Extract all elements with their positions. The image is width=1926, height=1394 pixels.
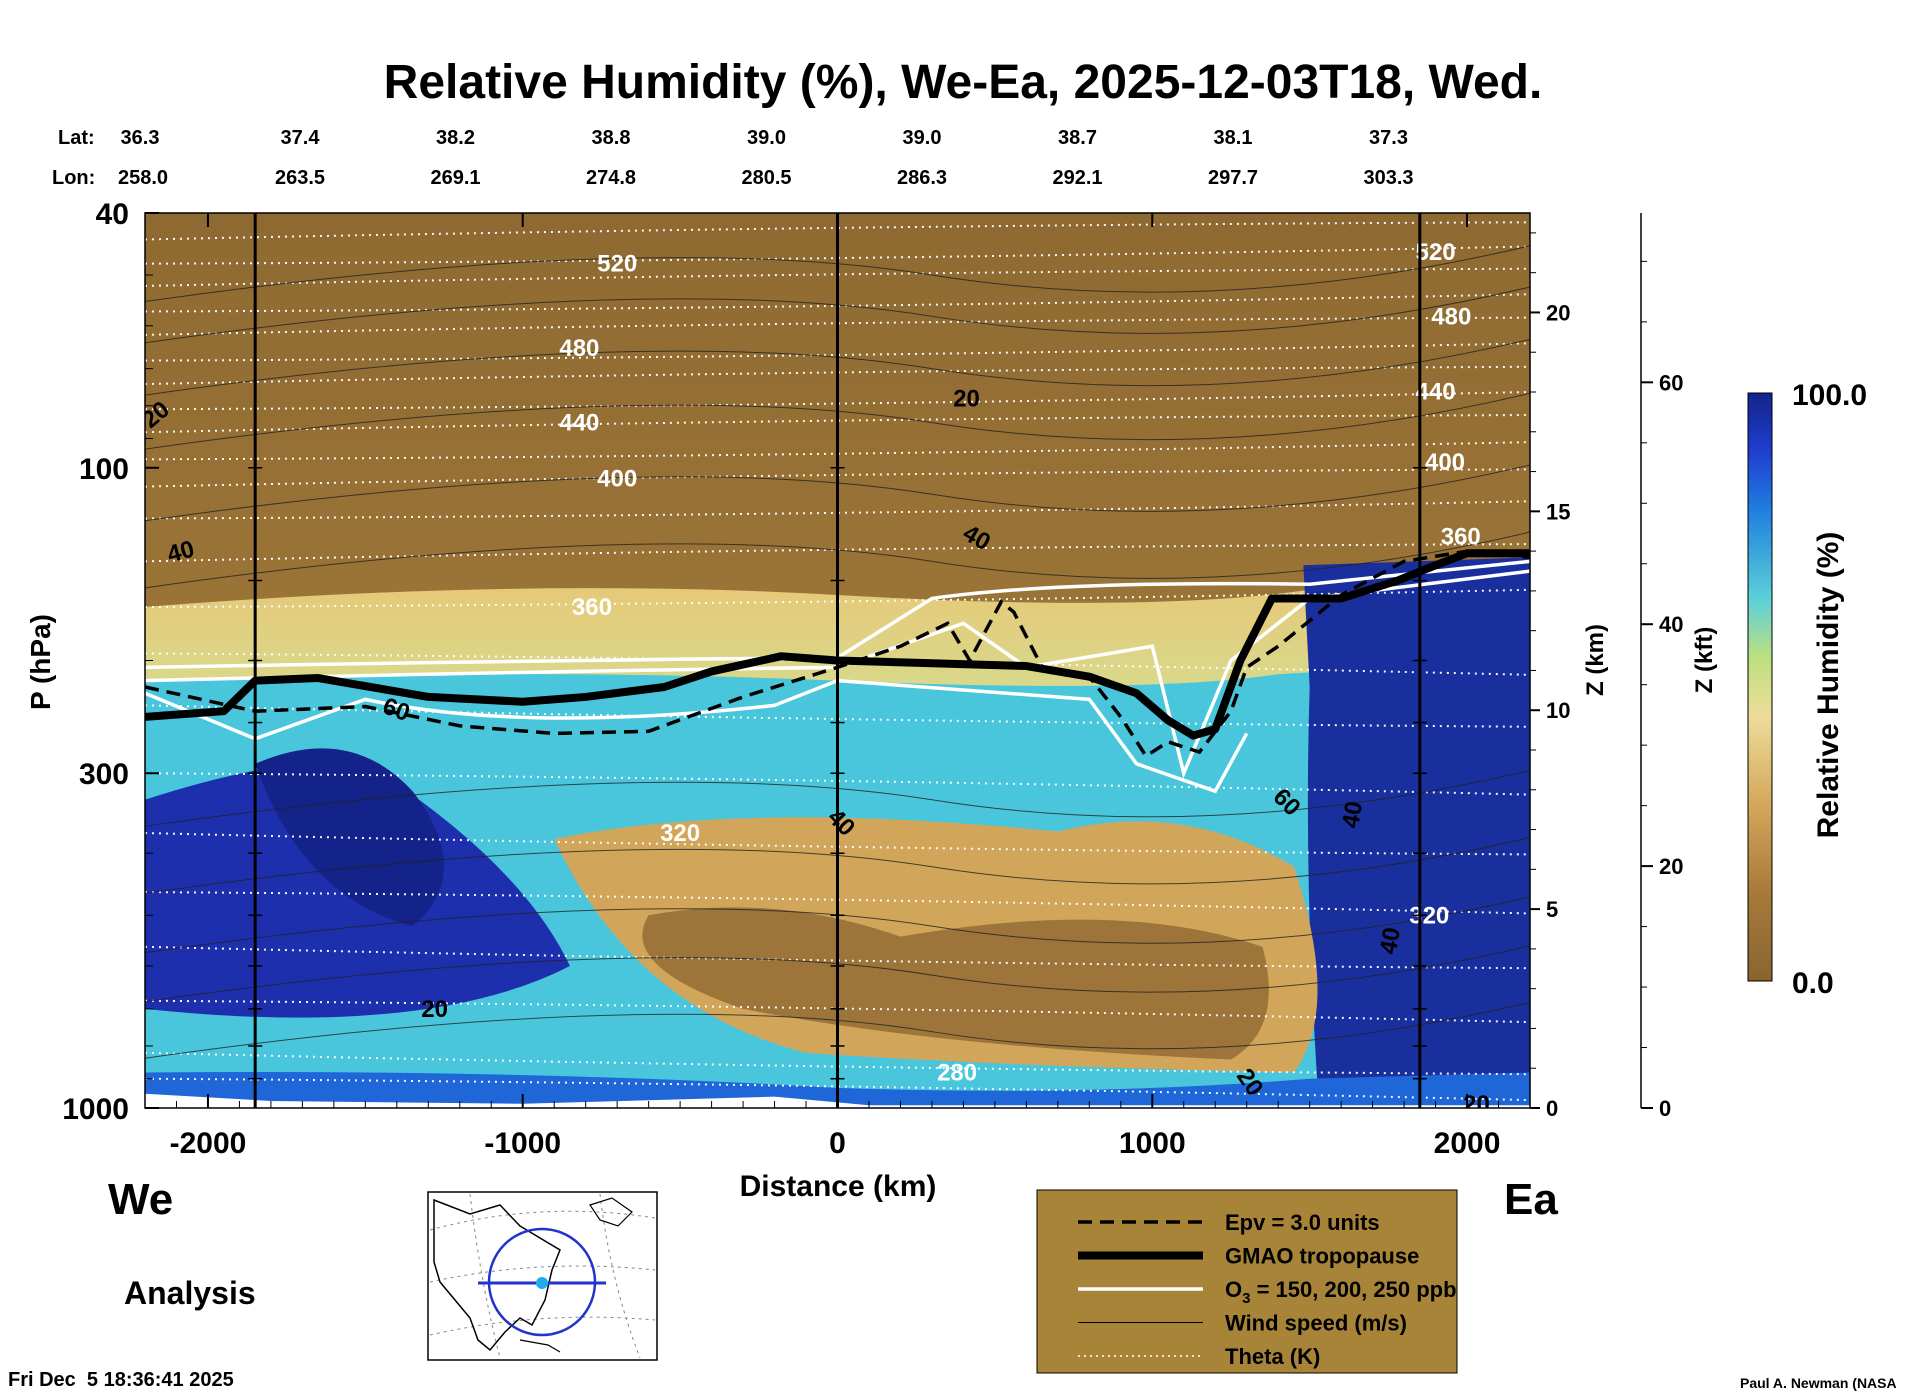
colorbar-gradient [1747,392,1773,982]
east-label: Ea [1504,1175,1558,1224]
theta-label: 520 [1416,239,1456,266]
wind-label: 40 [1337,799,1368,830]
colorbar: 100.0 0.0 [1747,379,1867,1000]
z-kft-tick-label: 0 [1659,1096,1671,1121]
lon-value: 269.1 [430,167,480,189]
chart-title: Relative Humidity (%), We-Ea, 2025-12-03… [384,56,1543,109]
ozone-contour [145,678,1249,794]
z-km-tick-label: 15 [1546,499,1570,524]
wind-label: 20 [1463,1091,1490,1118]
wind-speed-contour [145,286,1530,344]
wind-speed-contour [145,338,1530,396]
theta-label: 280 [937,1059,977,1086]
x-tick-label: -2000 [170,1127,247,1160]
p-tick-label: 100 [79,453,129,486]
theta-label: 440 [559,410,599,437]
theta-label: 400 [1425,449,1465,476]
theta-label: 520 [597,251,637,278]
z-km-tick-label: 20 [1546,300,1570,325]
lat-value: 38.8 [592,127,631,149]
x-tick-label: 0 [829,1127,846,1160]
analysis-label: Analysis [124,1275,256,1311]
p-tick-label: 1000 [62,1093,129,1126]
z-km-tick-label: 5 [1546,897,1558,922]
tropopause-line [145,549,1530,740]
wind-speed-contour [145,1001,1530,1059]
z-km-tick-label: 10 [1546,698,1570,723]
theta-label: 480 [1431,303,1471,330]
z-kft-tick-label: 40 [1659,612,1683,637]
lat-value: 36.3 [121,127,160,149]
colorbar-max-label: 100.0 [1792,379,1867,412]
z-kft-tick-label: 60 [1659,370,1683,395]
lon-label: Lon: [52,167,95,189]
wind-speed-contour [145,769,1530,827]
x-tick-label: -1000 [484,1127,561,1160]
wind-speed-contour [145,392,1530,450]
lon-value: 274.8 [586,167,636,189]
wind-speed-contour [145,896,1530,954]
wind-label: 20 [421,996,448,1023]
timestamp: Fri Dec 5 18:36:41 2025 [8,1369,234,1391]
wind-speed-contour [145,245,1530,303]
lat-value: 38.7 [1058,127,1097,149]
colorbar-min-label: 0.0 [1792,967,1834,1000]
locator-map [427,1191,658,1361]
saturated-east-column [1303,557,1530,1108]
theta-label: 360 [572,594,612,621]
legend-label: O3 = 150, 200, 250 ppb [1225,1277,1457,1307]
wind-speed-contour [145,945,1530,1003]
lat-value: 38.1 [1214,127,1253,149]
lon-value: 286.3 [897,167,947,189]
wind-speed-contour [145,464,1530,522]
x-tick-label: 2000 [1434,1127,1501,1160]
z-km-tick-label: 0 [1546,1096,1558,1121]
theta-label: 320 [660,820,700,847]
lat-lon-header: 36.3 37.4 38.2 38.8 39.0 39.0 38.7 38.1 37.3 258.… [118,127,1414,189]
theta-label: 400 [597,466,637,493]
dry-core [642,907,1269,1060]
legend-label: GMAO tropopause [1225,1244,1419,1269]
lat-value: 38.2 [436,127,475,149]
theta-label: 360 [1441,523,1481,550]
lat-value: 37.3 [1369,127,1408,149]
theta-label: 440 [1416,378,1456,405]
z-kft-axis-label: Z (kft) [1691,627,1718,694]
west-label: We [108,1175,173,1224]
credit: Paul A. Newman (NASA [1740,1375,1897,1391]
lon-value: 263.5 [275,167,325,189]
legend-label: Theta (K) [1225,1344,1320,1369]
lon-value: 297.7 [1208,167,1258,189]
axes: -2000 -1000 0 1000 2000 40 100 300 1000 0 5 10 15 20 0… [62,198,1683,1160]
lon-value: 258.0 [118,167,168,189]
x-axis-label: Distance (km) [740,1170,937,1203]
lon-value: 303.3 [1363,167,1413,189]
theta-label: 480 [559,335,599,362]
rh-field: 5204804404003603202805204804404003603202… [145,213,1530,1118]
z-km-axis-label: Z (km) [1582,624,1609,696]
lat-label: Lat: [58,127,95,149]
colorbar-label: Relative Humidity (%) [1812,532,1845,839]
wind-label: 20 [953,386,980,413]
lon-value: 280.5 [741,167,791,189]
p-tick-label: 300 [79,758,129,791]
x-tick-label: 1000 [1119,1127,1186,1160]
p-tick-label: 40 [96,198,129,231]
legend-label: Epv = 3.0 units [1225,1210,1380,1235]
lat-value: 39.0 [747,127,786,149]
wind-speed-contour [145,531,1530,589]
lat-value: 37.4 [281,127,321,149]
wind-speed-contour [145,837,1530,894]
lon-value: 292.1 [1052,167,1102,189]
wind-label: 40 [1375,925,1406,956]
legend-box: Epv = 3.0 units GMAO tropopause O3 = 150, … [1036,1189,1458,1374]
lat-value: 39.0 [903,127,942,149]
legend-entries: Epv = 3.0 units GMAO tropopause O3 = 150, … [1078,1210,1457,1369]
legend-label: Wind speed (m/s) [1225,1311,1407,1336]
y-axis-label: P (hPa) [25,614,56,710]
epv-line [145,549,1530,759]
z-kft-tick-label: 20 [1659,854,1683,879]
